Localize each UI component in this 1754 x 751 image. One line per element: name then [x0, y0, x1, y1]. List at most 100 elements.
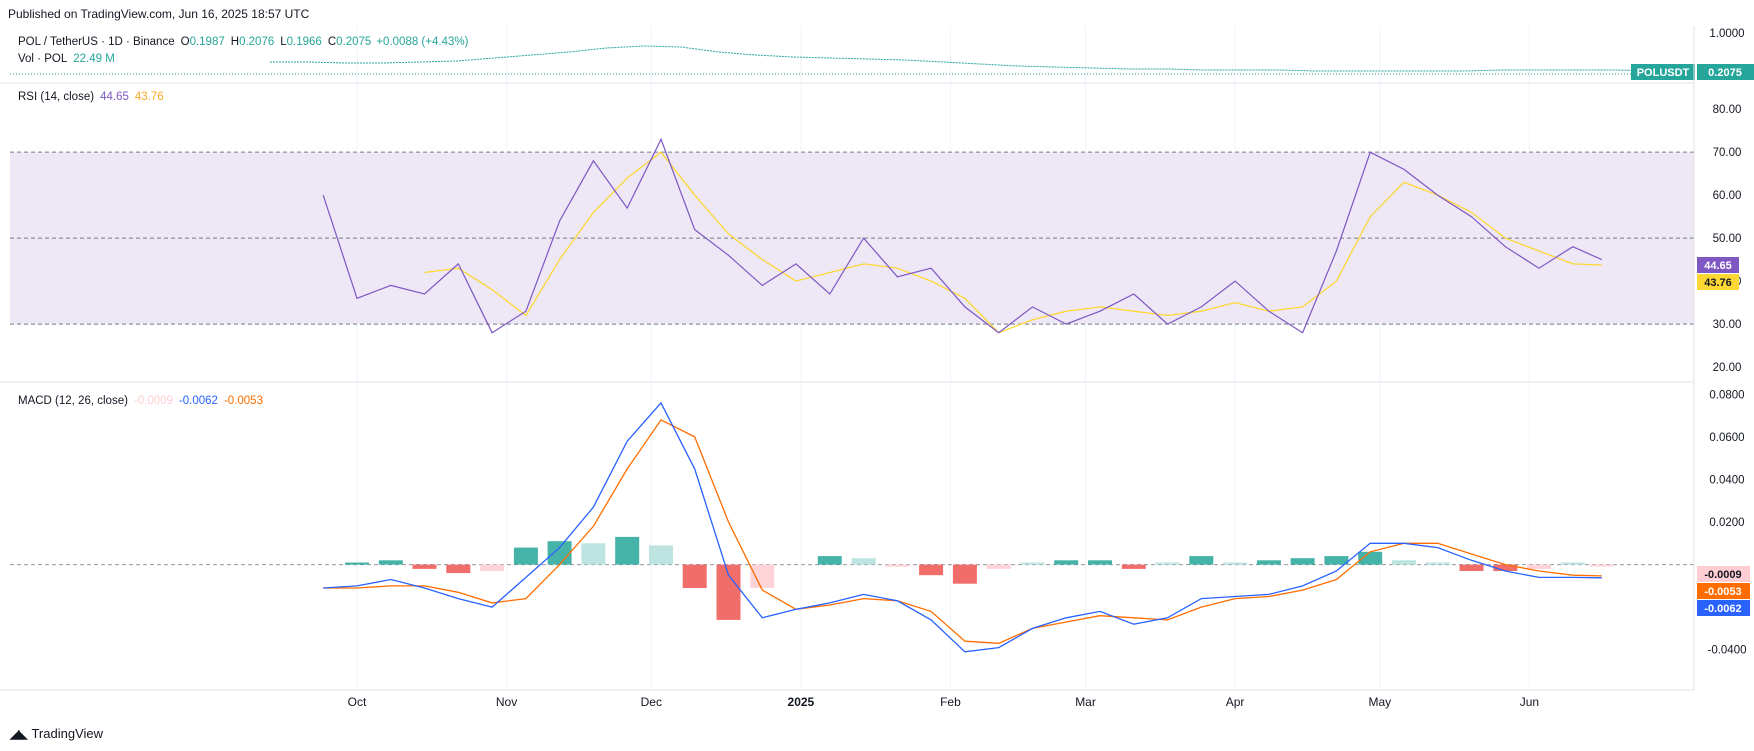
- rsi-value-tag: 44.65: [1704, 260, 1732, 272]
- macd-hist-tag: -0.0009: [1704, 569, 1741, 581]
- rsi-legend-value: 44.65: [100, 91, 129, 103]
- rsi-ma-tag: 43.76: [1704, 277, 1732, 289]
- rsi-axis-tick: 20.00: [1713, 362, 1742, 374]
- time-axis-labels: Oct Nov Dec 2025 Feb Mar Apr May Jun: [348, 695, 1539, 709]
- tradingview-logo-text: TradingView: [31, 726, 104, 741]
- macd-histogram-bar: [1054, 560, 1079, 565]
- time-axis-label: Feb: [940, 695, 961, 709]
- tradingview-mark-icon: ⁠◢◣: [10, 726, 27, 741]
- macd-legend-signal: -0.0053: [224, 395, 263, 407]
- macd-histogram-bar: [1189, 556, 1214, 565]
- rsi-axis-tick: 30.00: [1713, 319, 1742, 331]
- volume-value: 22.49 M: [73, 53, 115, 65]
- macd-axis-tick: 0.0200: [1709, 517, 1744, 529]
- price-tag: 0.2075: [1708, 67, 1742, 79]
- open-value: 0.1987: [190, 36, 225, 48]
- macd-histogram-bar: [919, 564, 944, 576]
- rsi-band-lines: [10, 151, 1694, 325]
- macd-histogram-bar: [480, 564, 505, 571]
- macd-histogram-bar: [1256, 560, 1281, 565]
- volume-label: Vol · POL: [18, 53, 68, 65]
- time-axis-label: Oct: [348, 695, 367, 709]
- time-axis-label: May: [1368, 695, 1391, 709]
- macd-histogram-bar: [378, 560, 403, 565]
- open-label: O: [181, 36, 190, 48]
- macd-histogram-bar: [1527, 564, 1551, 569]
- macd-histogram-bar: [1324, 556, 1349, 565]
- macd-histogram-bar: [885, 564, 910, 567]
- macd-legend-macd: -0.0062: [179, 395, 218, 407]
- volume-legend[interactable]: Vol · POL 22.49 M: [18, 53, 115, 65]
- rsi-ma-tag-bg: [1697, 274, 1739, 290]
- macd-histogram-bar: [446, 564, 471, 574]
- macd-axis-tick: 0.0800: [1709, 389, 1744, 401]
- macd-signal-tag-bg: [1697, 583, 1750, 599]
- price-axis-tick: 1.0000: [1709, 28, 1744, 40]
- rsi-axis-tick: 70.00: [1713, 147, 1742, 159]
- macd-histogram-bar: [1392, 560, 1416, 565]
- macd-legend-hist: -0.0009: [134, 395, 173, 407]
- rsi-ma-line: [424, 151, 1602, 334]
- time-axis-label: Jun: [1520, 695, 1539, 709]
- macd-histogram-bar: [1155, 562, 1180, 565]
- macd-title: MACD (12, 26, close): [18, 395, 128, 407]
- macd-value-tag-bg: [1697, 600, 1750, 616]
- rsi-legend-ma: 43.76: [135, 91, 164, 103]
- rsi-axis-tick: 50.00: [1713, 233, 1742, 245]
- price-tag-bg: [1697, 64, 1754, 80]
- rsi-legend[interactable]: RSI (14, close) 44.65 43.76: [18, 91, 164, 103]
- macd-histogram-bar: [615, 536, 640, 565]
- macd-histogram-bar: [1088, 560, 1112, 565]
- rsi-line: [322, 137, 1603, 334]
- macd-line: [323, 401, 1602, 653]
- macd-histogram-bar: [1589, 564, 1614, 567]
- tradingview-logo[interactable]: ⁠◢◣ TradingView: [10, 726, 103, 741]
- symbol-label: POL / TetherUS · 1D · Binance: [18, 36, 175, 48]
- close-label: C: [328, 36, 336, 48]
- price-sparkline-path: [270, 45, 1691, 73]
- macd-signal-tag: -0.0053: [1704, 586, 1741, 598]
- macd-axis-tick: 0.0600: [1709, 432, 1744, 444]
- macd-histogram-bar: [581, 543, 606, 565]
- high-label: H: [231, 36, 239, 48]
- rsi-axis-tick: 60.00: [1713, 190, 1742, 202]
- macd-histogram: [345, 536, 1614, 620]
- macd-histogram-bar: [345, 562, 369, 565]
- price-legend[interactable]: POL / TetherUS · 1D · Binance O0.1987 H 0.2…: [18, 36, 469, 48]
- symbol-tag: POLUSDT: [1637, 67, 1690, 79]
- macd-histogram-bar: [1560, 562, 1585, 565]
- symbol-tag-bg: [1631, 64, 1695, 80]
- price-sparkline: [270, 45, 1691, 73]
- time-axis-label: Dec: [641, 695, 662, 709]
- macd-histogram-bar: [649, 545, 673, 565]
- low-label: L: [280, 36, 287, 48]
- macd-axis-tick: -0.0400: [1707, 645, 1746, 657]
- macd-value-tag: -0.0062: [1704, 603, 1741, 615]
- macd-signal-line: [323, 419, 1602, 644]
- macd-histogram-bar: [1223, 562, 1248, 565]
- macd-histogram-bar: [1425, 562, 1450, 565]
- macd-axis-ticks: 0.0800 0.0600 0.0400 0.0200 -0.0400: [1707, 389, 1746, 656]
- time-axis-label: 2025: [788, 695, 815, 709]
- macd-histogram-bar: [412, 564, 437, 569]
- macd-histogram-bar: [1290, 558, 1315, 565]
- macd-histogram-bar: [1493, 564, 1518, 571]
- macd-legend[interactable]: MACD (12, 26, close) -0.0009 -0.0062 -0.005…: [18, 395, 263, 407]
- price-pane[interactable]: 1.0000 POLUSDT 0.2075: [10, 28, 1754, 80]
- vertical-gridlines: [356, 26, 1530, 690]
- rsi-axis-tick: 80.00: [1713, 104, 1742, 116]
- macd-histogram-bar: [1121, 564, 1146, 569]
- close-value: 0.2075: [336, 36, 371, 48]
- macd-hist-tag-bg: [1697, 566, 1750, 582]
- published-notice: Published on TradingView.com, Jun 16, 20…: [8, 7, 310, 21]
- macd-histogram-bar: [750, 564, 775, 588]
- rsi-value-tag-bg: [1697, 257, 1739, 273]
- time-axis-label: Mar: [1075, 695, 1096, 709]
- change-value: +0.0088 (+4.43%): [376, 36, 468, 48]
- macd-axis-tick: 0.0400: [1709, 474, 1744, 486]
- macd-histogram-bar: [851, 558, 876, 565]
